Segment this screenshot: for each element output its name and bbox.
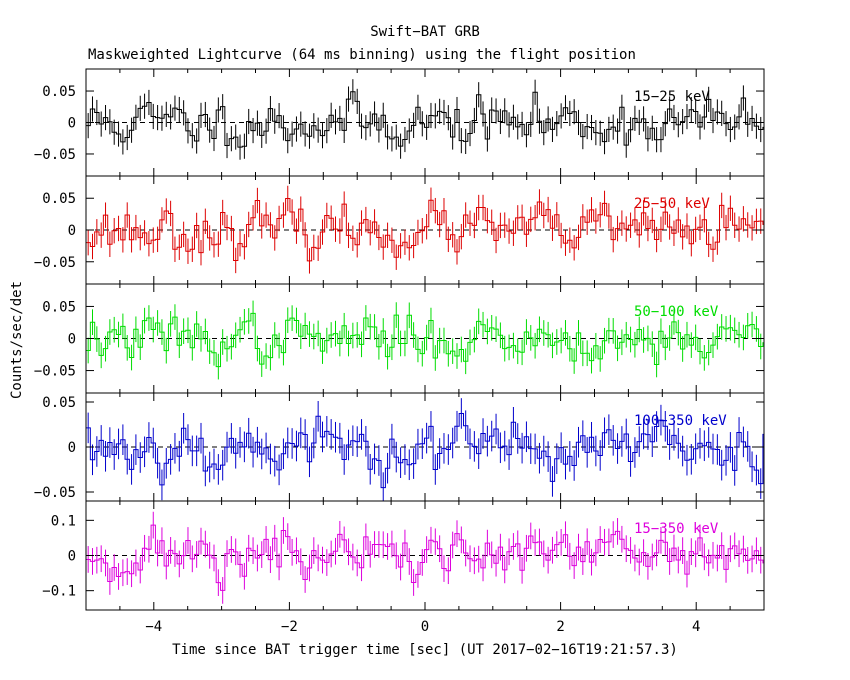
series-3 <box>86 300 764 380</box>
series-2 <box>86 185 764 274</box>
y-tick-label: 0 <box>68 440 76 456</box>
y-tick-label: 0 <box>68 223 76 239</box>
panel-3: 0.05 0 −0.05 50−100 keV <box>34 283 765 394</box>
y-axis-label: Counts/sec/det <box>9 281 25 399</box>
x-tick-label: −4 <box>145 619 162 635</box>
series-4 <box>86 398 764 501</box>
x-tick-label: 2 <box>556 619 564 635</box>
step-line <box>86 91 764 148</box>
y-tick-label: 0.05 <box>42 84 76 100</box>
panel-2: 0.05 0 −0.05 25−50 keV <box>34 175 765 285</box>
legend-label: 25−50 keV <box>634 196 710 212</box>
legend-label: 15−350 keV <box>634 521 719 537</box>
legend-label: 50−100 keV <box>634 304 719 320</box>
y-tick-label: 0.05 <box>42 191 76 207</box>
step-line <box>86 412 764 489</box>
panel-1: 0.05 0 −0.05 15−25 keV <box>34 68 765 177</box>
y-tick-label: 0 <box>68 332 76 348</box>
step-line <box>86 197 764 262</box>
panel-4: 0.05 0 −0.05 100−350 keV <box>34 392 765 502</box>
x-tick-label: −2 <box>281 619 298 635</box>
x-tick-label: 4 <box>692 619 700 635</box>
y-tick-label: 0 <box>68 116 76 132</box>
y-tick-label: 0.05 <box>42 299 76 315</box>
x-axis-label: Time since BAT trigger time [sec] (UT 20… <box>172 642 678 658</box>
y-tick-label: 0.05 <box>42 395 76 411</box>
chart-title: Swift−BAT GRB <box>370 24 480 40</box>
legend-label: 15−25 keV <box>634 89 710 105</box>
y-tick-label: −0.05 <box>34 255 76 271</box>
panel-5: 0.1 0 −0.1 15−350 keV −4 −2 0 2 4 <box>42 500 765 635</box>
y-tick-label: −0.05 <box>34 147 76 163</box>
chart-subtitle: Maskweighted Lightcurve (64 ms binning) … <box>88 47 636 63</box>
y-tick-label: −0.05 <box>34 485 76 501</box>
y-tick-label: −0.05 <box>34 364 76 380</box>
series-1 <box>86 79 764 160</box>
step-line <box>86 524 764 591</box>
step-line <box>86 312 764 368</box>
y-tick-label: 0.1 <box>51 513 76 529</box>
x-tick-label: 0 <box>421 619 429 635</box>
series-5 <box>86 511 764 604</box>
legend-label: 100−350 keV <box>634 413 727 429</box>
y-tick-label: −0.1 <box>42 584 76 600</box>
y-tick-label: 0 <box>68 549 76 565</box>
